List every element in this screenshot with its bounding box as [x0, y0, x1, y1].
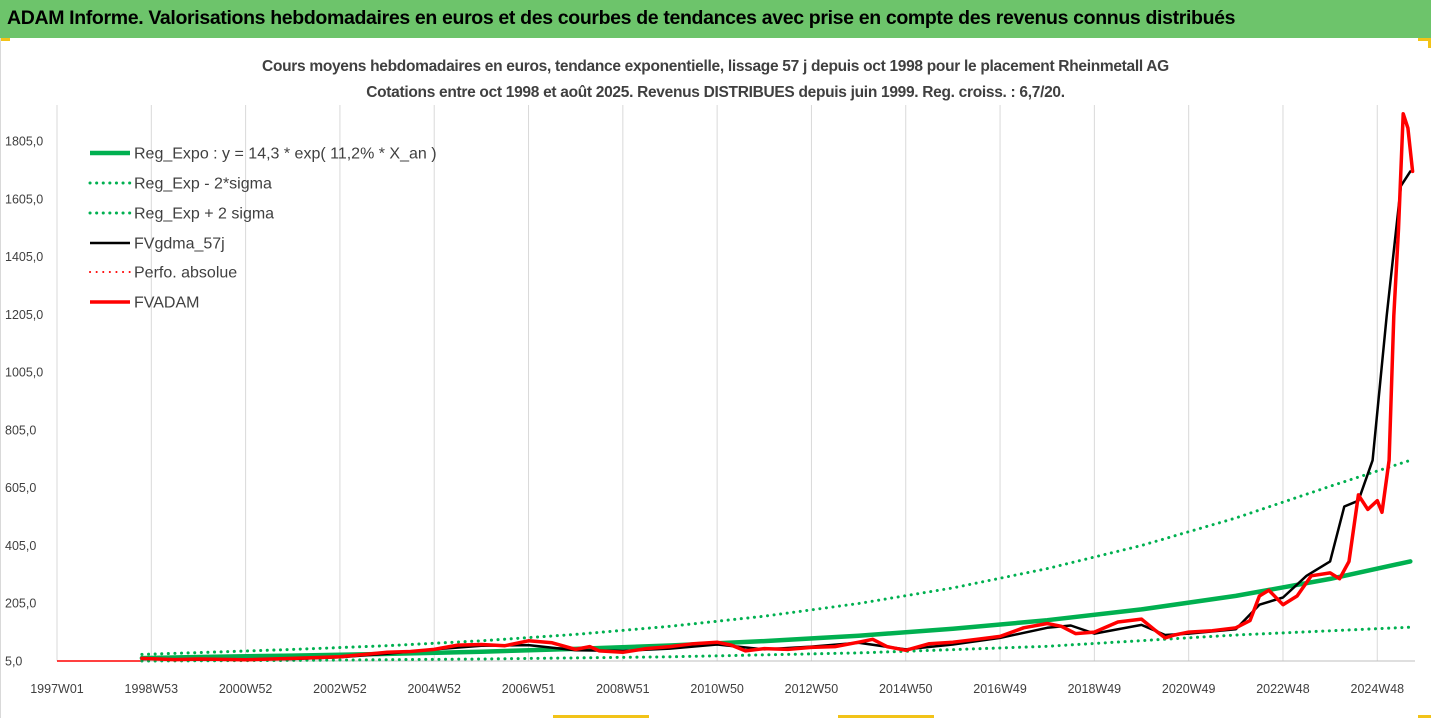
series-reg-expo	[139, 559, 1413, 661]
y-tick-label: 5,0	[5, 655, 22, 669]
legend-label: Perfo. absolue	[134, 265, 237, 282]
series-fvadam	[140, 111, 1415, 662]
y-tick-label: 805,0	[5, 423, 36, 437]
legend-label: Reg_Exp - 2*sigma	[134, 176, 272, 193]
x-tick-label: 2016W49	[973, 682, 1027, 696]
grid-lines	[56, 105, 1378, 661]
legend: Reg_Expo : y = 14,3 * exp( 11,2% * X_an …	[88, 146, 437, 312]
x-tick-label: 2000W52	[219, 682, 273, 696]
x-tick-label: 2020W49	[1162, 682, 1216, 696]
series-reg-plus	[140, 458, 1412, 656]
banner: ADAM Informe. Valorisations hebdomadaire…	[0, 0, 1431, 38]
x-tick-label: 2024W48	[1351, 682, 1405, 696]
x-tick-label: 1997W01	[30, 682, 84, 696]
series-lines	[57, 111, 1415, 663]
x-tick-label: 2014W50	[879, 682, 933, 696]
y-tick-label: 1605,0	[5, 192, 43, 206]
x-tick-label: 2012W50	[785, 682, 839, 696]
x-tick-label: 2002W52	[313, 682, 367, 696]
legend-label: Reg_Expo : y = 14,3 * exp( 11,2% * X_an …	[134, 146, 437, 163]
series-fvgdma	[140, 170, 1412, 661]
chart-title: Cours moyens hebdomadaires en euros, ten…	[262, 58, 1169, 75]
chart-area	[0, 38, 1431, 718]
y-tick-label: 205,0	[5, 597, 36, 611]
y-tick-label: 1005,0	[5, 366, 43, 380]
legend-label: FVgdma_57j	[134, 236, 225, 253]
corner-accent	[1428, 38, 1431, 48]
y-tick-label: 1805,0	[5, 135, 43, 149]
x-tick-label: 1998W53	[125, 682, 179, 696]
legend-label: FVADAM	[134, 295, 199, 312]
banner-title: ADAM Informe. Valorisations hebdomadaire…	[7, 7, 1236, 29]
corner-accent	[1418, 715, 1431, 718]
x-tick-label: 2006W51	[502, 682, 556, 696]
y-tick-label: 405,0	[5, 539, 36, 553]
chart-subtitle: Cotations entre oct 1998 et août 2025. R…	[366, 84, 1065, 101]
x-tick-label: 2004W52	[407, 682, 461, 696]
x-tick-label: 2018W49	[1068, 682, 1122, 696]
y-tick-label: 1205,0	[5, 308, 43, 322]
corner-accent	[0, 38, 10, 41]
x-tick-label: 2022W48	[1256, 682, 1310, 696]
corner-accent	[1418, 38, 1431, 41]
x-axis: 1997W01 1998W53 2000W52 2002W52 2004W52 2006W…	[30, 660, 1415, 696]
y-axis: 5,0 205,0 405,0 605,0 805,0 1005,0 1205,0 1405,…	[5, 135, 43, 669]
corner-accent	[838, 715, 934, 718]
y-tick-label: 605,0	[5, 481, 36, 495]
x-tick-label: 2008W51	[596, 682, 650, 696]
y-tick-label: 1405,0	[5, 250, 43, 264]
legend-label: Reg_Exp + 2 sigma	[134, 206, 274, 223]
x-tick-label: 2010W50	[690, 682, 744, 696]
corner-accent	[553, 715, 649, 718]
series-reg-minus	[140, 625, 1412, 663]
